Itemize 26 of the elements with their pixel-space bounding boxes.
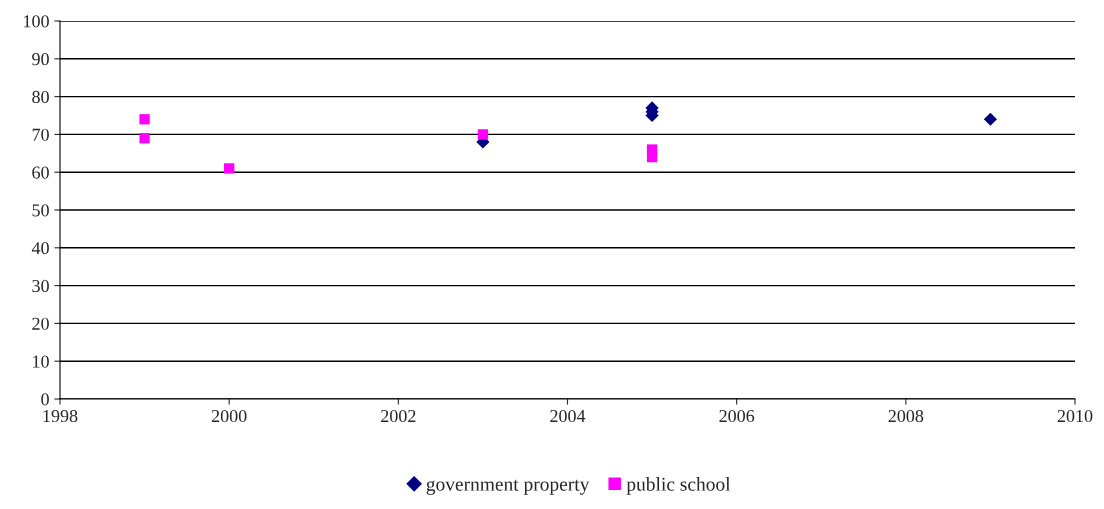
y-tick-label: 50 xyxy=(32,204,49,217)
point xyxy=(646,144,658,155)
x-tick-label: 1998 xyxy=(43,409,78,423)
x-tick-label: 2000 xyxy=(211,409,247,423)
y-tick-label: 70 xyxy=(32,128,49,141)
point xyxy=(139,133,150,144)
legend-label: public school xyxy=(626,477,731,495)
point xyxy=(983,112,997,126)
legend-label: government property xyxy=(426,479,590,495)
x-tick-label: 2008 xyxy=(888,409,924,423)
y-tick-label: 60 xyxy=(32,166,49,179)
y-tick-label: 30 xyxy=(32,279,49,293)
y-tick-label: 10 xyxy=(33,355,49,368)
x-tick-label: 2010 xyxy=(1057,409,1093,423)
y-tick-label: 0 xyxy=(41,393,49,406)
y-tick-label: 20 xyxy=(32,317,49,330)
point xyxy=(224,163,235,174)
point xyxy=(139,114,150,125)
x-tick-label: 2002 xyxy=(381,409,416,423)
y-tick-label: 80 xyxy=(32,90,49,104)
y-tick-label: 100 xyxy=(24,15,49,28)
y-tick-label: 40 xyxy=(31,242,49,255)
x-tick-label: 2006 xyxy=(719,409,755,423)
point xyxy=(477,129,489,140)
y-tick-label: 90 xyxy=(32,53,49,66)
x-tick-label: 2004 xyxy=(550,409,586,423)
